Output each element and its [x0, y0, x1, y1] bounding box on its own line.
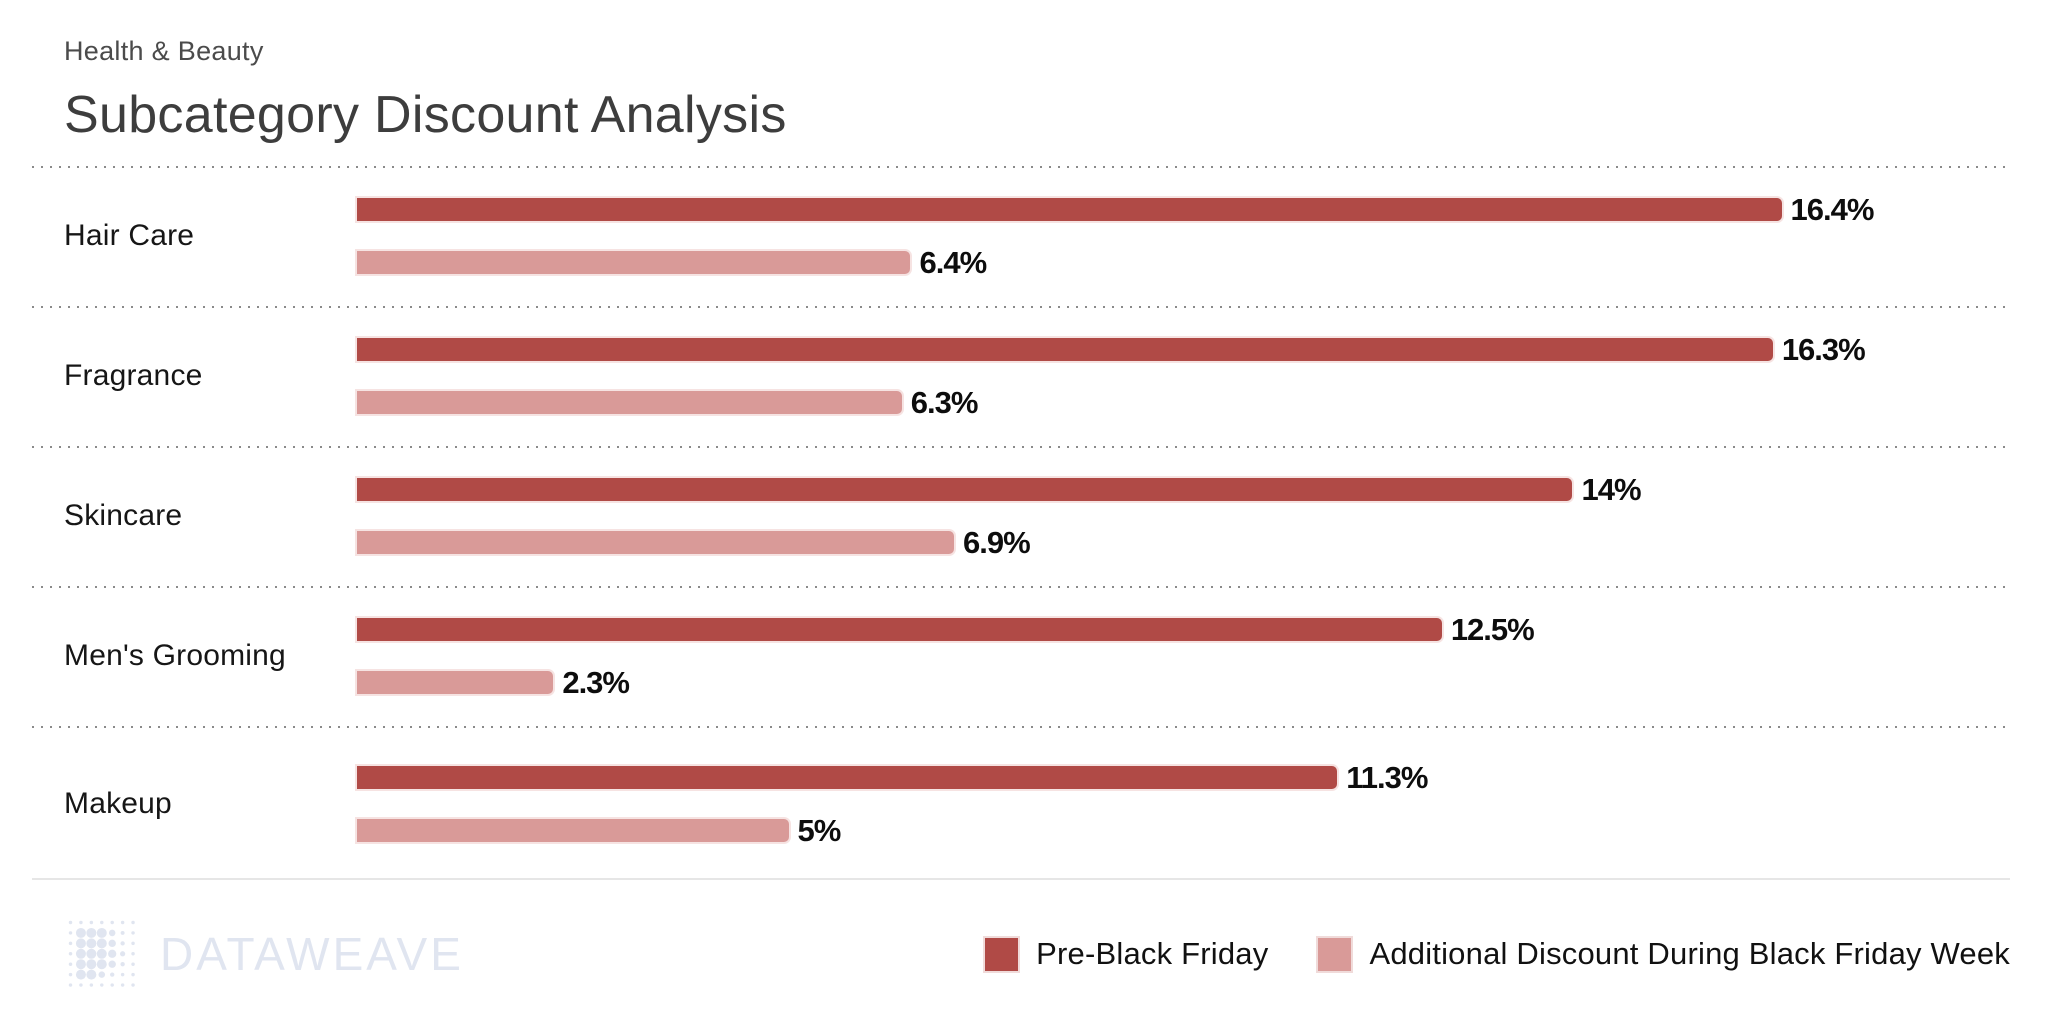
category-bars: 16.4% 6.4% [355, 192, 2010, 280]
pre-black-friday-swatch-icon [983, 935, 1021, 973]
category-row: Men's Grooming 12.5% 2.3% [32, 586, 2010, 726]
additional-discount-bar [355, 817, 791, 844]
category-bars: 11.3% 5% [355, 760, 2010, 848]
category-bars: 14% 6.9% [355, 472, 2010, 560]
category-label: Men's Grooming [64, 639, 286, 672]
legend-item-additional-discount: Additional Discount During Black Friday … [1316, 935, 2010, 973]
category-row: Makeup 11.3% 5% [32, 726, 2010, 882]
category-eyebrow: Health & Beauty [64, 36, 264, 66]
category-label: Makeup [64, 787, 172, 820]
pre-black-friday-bar-line: 16.4% [355, 192, 2010, 227]
pre-black-friday-bar [355, 476, 1575, 503]
category-label: Skincare [64, 499, 183, 532]
pre-black-friday-bar [355, 616, 1444, 643]
bar-chart: Hair Care 16.4% 6.4% Fragrance 16.3% [32, 166, 2010, 882]
additional-discount-bar-line: 6.3% [355, 385, 2010, 420]
pre-black-friday-value: 11.3% [1346, 759, 1428, 795]
chart-legend: Pre-Black Friday Additional Discount Dur… [983, 935, 2010, 973]
category-row: Hair Care 16.4% 6.4% [32, 166, 2010, 306]
pre-black-friday-value: 12.5% [1450, 611, 1535, 647]
dataweave-logo-text: DATAWEAVE [160, 928, 464, 980]
page-title: Subcategory Discount Analysis [64, 86, 787, 144]
dataweave-dot-grid-icon [68, 920, 135, 987]
category-row: Fragrance 16.3% 6.3% [32, 306, 2010, 446]
additional-discount-value: 2.3% [562, 664, 630, 700]
additional-discount-bar-line: 6.4% [355, 245, 2010, 280]
pre-black-friday-value: 16.4% [1790, 191, 1875, 227]
pre-black-friday-bar-line: 14% [355, 472, 2010, 507]
pre-black-friday-value: 16.3% [1781, 331, 1866, 367]
category-bars: 16.3% 6.3% [355, 332, 2010, 420]
additional-discount-bar [355, 249, 913, 276]
additional-discount-bar-line: 5% [355, 813, 2010, 848]
additional-discount-bar-line: 2.3% [355, 665, 2010, 700]
category-row: Skincare 14% 6.9% [32, 446, 2010, 586]
dataweave-logo: DATAWEAVE [64, 916, 464, 992]
legend-item-pre-black-friday: Pre-Black Friday [983, 935, 1269, 973]
pre-black-friday-bar [355, 764, 1340, 791]
additional-discount-bar [355, 529, 957, 556]
additional-discount-value: 6.3% [910, 384, 979, 420]
additional-discount-value: 6.4% [919, 244, 987, 280]
additional-discount-bar [355, 389, 904, 416]
category-bars: 12.5% 2.3% [355, 612, 2010, 700]
pre-black-friday-bar-line: 16.3% [355, 332, 2010, 367]
additional-discount-bar [355, 669, 556, 696]
category-label: Hair Care [64, 219, 195, 252]
chart-header: Health & Beauty Subcategory Discount Ana… [0, 0, 2048, 146]
legend-label-additional-discount: Additional Discount During Black Friday … [1369, 936, 2010, 971]
pre-black-friday-bar-line: 12.5% [355, 612, 2010, 647]
pre-black-friday-bar-line: 11.3% [355, 760, 2010, 795]
additional-discount-value: 5% [797, 812, 842, 848]
additional-discount-value: 6.9% [963, 524, 1031, 560]
legend-label-pre-black-friday: Pre-Black Friday [1036, 936, 1269, 971]
pre-black-friday-value: 14% [1581, 471, 1641, 507]
additional-discount-bar-line: 6.9% [355, 525, 2010, 560]
additional-discount-swatch-icon [1316, 935, 1354, 973]
pre-black-friday-bar [355, 196, 1784, 223]
category-label: Fragrance [64, 359, 203, 392]
chart-footer: DATAWEAVE Pre-Black Friday Additional Di… [32, 878, 2010, 1028]
pre-black-friday-bar [355, 336, 1775, 363]
